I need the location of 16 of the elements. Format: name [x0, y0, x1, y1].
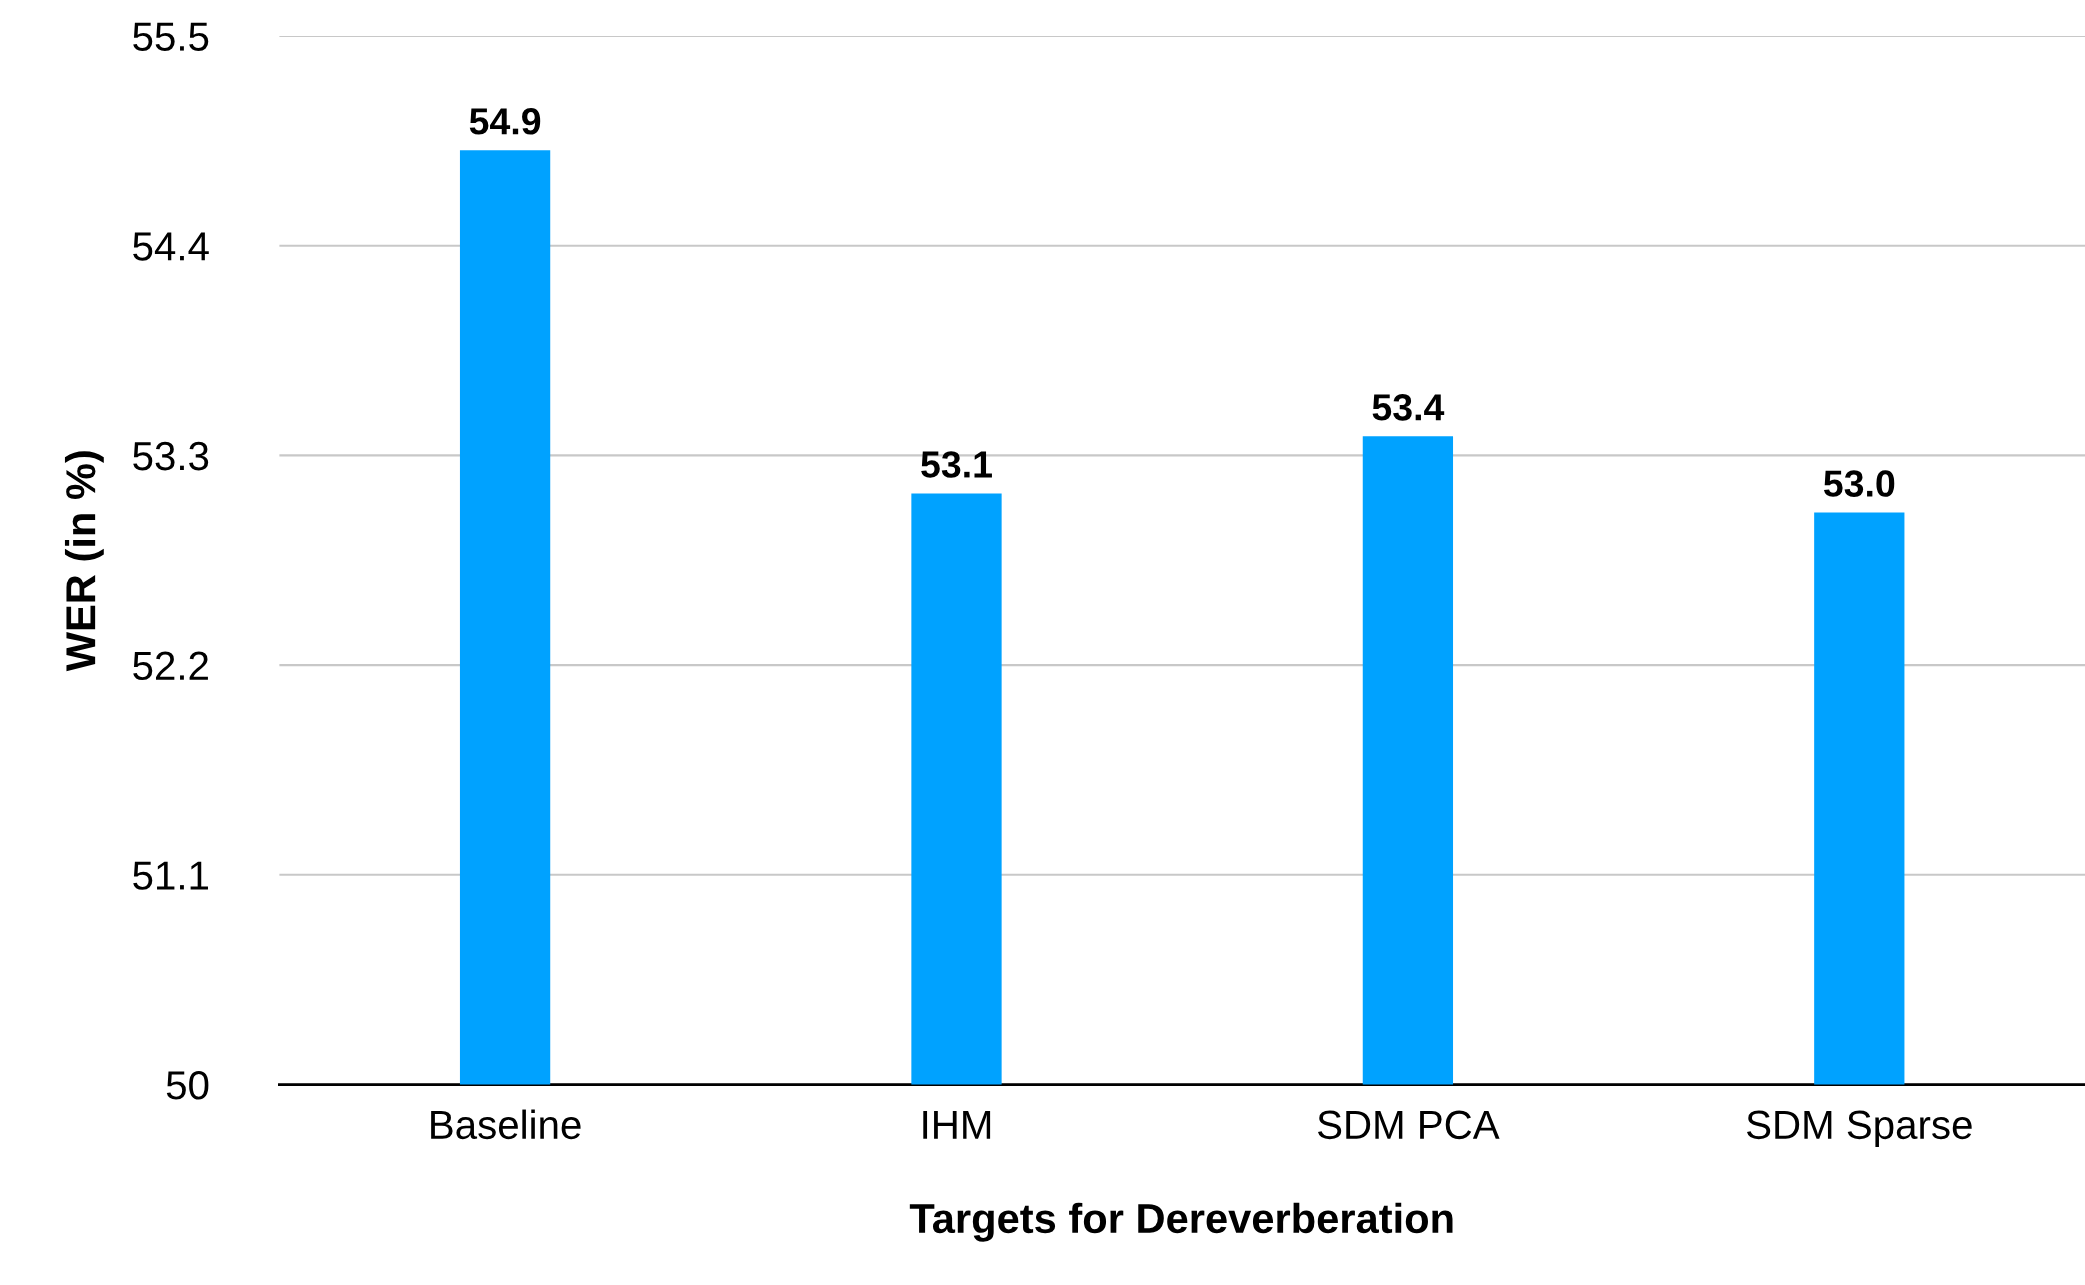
y-tick-label: 53.3 [133, 441, 209, 471]
x-tick-label: Baseline [431, 1109, 581, 1140]
x-tick-label: IHM [923, 1111, 991, 1139]
x-tick-label: SDM Sparse [1746, 1110, 1972, 1148]
data-label: 53.4 [1372, 394, 1445, 421]
y-tick-label: 54.4 [133, 232, 209, 261]
y-tick-label: 51.1 [133, 861, 208, 890]
data-label: 54.9 [469, 108, 541, 135]
data-label: 53.1 [921, 451, 992, 478]
y-axis-title: WER (in %) [64, 451, 104, 672]
y-tick-label: 50 [166, 1071, 209, 1100]
data-label: 53.0 [1823, 470, 1895, 497]
x-tick-label: SDM PCA [1317, 1110, 1500, 1140]
y-tick-label: 52.2 [133, 651, 208, 681]
y-tick-label: 55.5 [133, 22, 209, 51]
x-axis-title: Targets for Dereverberation [909, 1202, 1453, 1242]
